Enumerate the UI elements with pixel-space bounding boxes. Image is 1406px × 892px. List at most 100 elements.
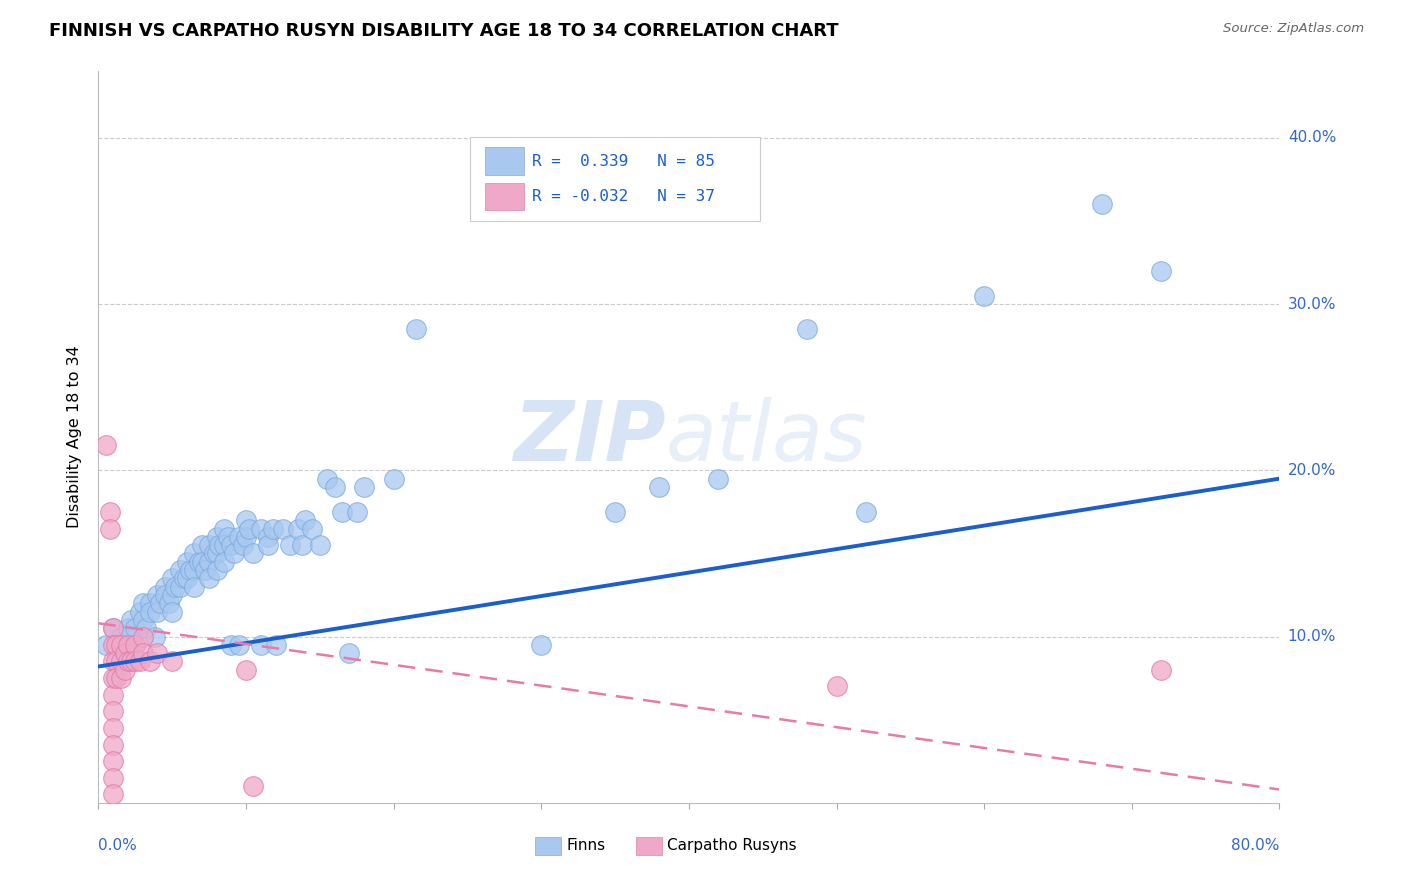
Text: 80.0%: 80.0% — [1232, 838, 1279, 853]
Point — [205, 530, 228, 544]
Point — [157, 596, 180, 610]
Point — [183, 546, 205, 560]
Point — [179, 563, 201, 577]
Point — [405, 322, 427, 336]
Point — [1150, 264, 1173, 278]
Text: atlas: atlas — [665, 397, 868, 477]
Point — [198, 538, 221, 552]
Point — [1150, 663, 1173, 677]
Point — [1091, 197, 1114, 211]
Point — [114, 646, 136, 660]
Point — [262, 521, 284, 535]
Point — [796, 322, 818, 336]
Point — [212, 538, 235, 552]
Point — [212, 521, 235, 535]
Point — [257, 530, 280, 544]
Text: R = -0.032   N = 37: R = -0.032 N = 37 — [531, 189, 714, 204]
Point — [132, 630, 155, 644]
Point — [110, 655, 132, 669]
Point — [855, 505, 877, 519]
Point — [176, 555, 198, 569]
Point — [139, 655, 162, 669]
Point — [105, 655, 128, 669]
Point — [221, 638, 243, 652]
Point — [103, 754, 125, 768]
Point — [973, 289, 995, 303]
Point — [339, 646, 361, 660]
Point — [173, 571, 195, 585]
Text: 30.0%: 30.0% — [1288, 297, 1336, 311]
Point — [228, 530, 250, 544]
Point — [98, 521, 121, 535]
Point — [103, 621, 125, 635]
Point — [94, 638, 117, 652]
Point — [198, 555, 221, 569]
FancyBboxPatch shape — [536, 838, 561, 855]
Point — [124, 638, 146, 652]
Point — [105, 638, 128, 652]
Point — [309, 538, 332, 552]
Point — [103, 655, 125, 669]
Point — [114, 663, 136, 677]
Point — [117, 655, 139, 669]
Text: R =  0.339   N = 85: R = 0.339 N = 85 — [531, 153, 714, 169]
Point — [323, 480, 346, 494]
Point — [103, 721, 125, 735]
Point — [183, 580, 205, 594]
Point — [202, 546, 225, 560]
Point — [124, 621, 146, 635]
FancyBboxPatch shape — [485, 183, 523, 211]
Point — [120, 613, 142, 627]
Point — [117, 638, 139, 652]
Point — [120, 655, 142, 669]
Point — [114, 638, 136, 652]
Point — [135, 621, 157, 635]
Point — [605, 505, 627, 519]
Point — [162, 571, 183, 585]
Point — [294, 513, 316, 527]
Point — [103, 738, 125, 752]
Point — [301, 521, 323, 535]
Point — [143, 630, 166, 644]
Point — [169, 580, 191, 594]
Point — [110, 630, 132, 644]
Point — [176, 571, 198, 585]
Text: Carpatho Rusyns: Carpatho Rusyns — [666, 838, 796, 854]
Point — [103, 688, 125, 702]
Point — [235, 513, 257, 527]
Point — [346, 505, 368, 519]
Point — [110, 638, 132, 652]
Point — [162, 605, 183, 619]
Point — [353, 480, 375, 494]
Point — [132, 613, 155, 627]
Point — [228, 638, 250, 652]
Point — [198, 571, 221, 585]
Point — [187, 555, 209, 569]
Point — [242, 546, 264, 560]
Point — [98, 505, 121, 519]
Point — [208, 538, 231, 552]
Point — [146, 646, 169, 660]
Point — [191, 538, 214, 552]
Text: Source: ZipAtlas.com: Source: ZipAtlas.com — [1223, 22, 1364, 36]
Point — [139, 596, 162, 610]
Point — [232, 538, 254, 552]
Point — [242, 779, 264, 793]
Point — [117, 621, 139, 635]
Point — [217, 530, 239, 544]
Text: FINNISH VS CARPATHO RUSYN DISABILITY AGE 18 TO 34 CORRELATION CHART: FINNISH VS CARPATHO RUSYN DISABILITY AGE… — [49, 22, 839, 40]
Point — [250, 638, 273, 652]
Point — [205, 563, 228, 577]
Point — [103, 788, 125, 802]
FancyBboxPatch shape — [636, 838, 662, 855]
Point — [103, 638, 125, 652]
Point — [124, 638, 146, 652]
Point — [287, 521, 309, 535]
Point — [146, 588, 169, 602]
FancyBboxPatch shape — [485, 147, 523, 175]
Point — [103, 671, 125, 685]
Point — [105, 671, 128, 685]
Point — [153, 580, 176, 594]
Point — [316, 472, 339, 486]
Text: 40.0%: 40.0% — [1288, 130, 1336, 145]
